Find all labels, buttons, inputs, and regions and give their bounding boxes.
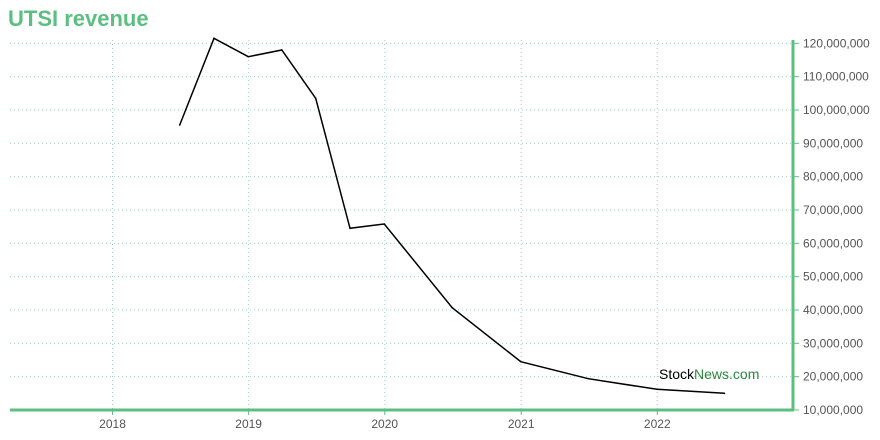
data-point: [451, 306, 454, 309]
axes: [10, 40, 799, 415]
data-point: [656, 388, 658, 391]
y-tick-label: 10,000,000: [803, 403, 863, 417]
data-point: [281, 49, 283, 51]
data-point: [587, 377, 590, 380]
data-point: [213, 37, 215, 40]
data-point: [314, 97, 317, 100]
data-point: [520, 360, 522, 363]
data-point: [247, 55, 250, 58]
tick-labels: 10,000,000 20,000,000 30,000,000 40,000,000…: [99, 36, 870, 431]
y-tick-label: 120,000,000: [803, 36, 870, 50]
data-point: [178, 124, 181, 126]
watermark-part1: Stock: [659, 366, 695, 382]
x-tick-label: 2019: [235, 417, 262, 431]
watermark-part2: News: [694, 366, 729, 382]
data-point: [723, 392, 726, 395]
y-tick-label: 80,000,000: [803, 170, 863, 184]
y-tick-label: 110,000,000: [803, 70, 869, 84]
series-layer: [178, 37, 726, 395]
series-line: [179, 37, 725, 395]
grid: [10, 40, 793, 411]
watermark: StockNews.com: [659, 366, 759, 382]
y-tick-label: 100,000,000: [803, 103, 870, 117]
x-tick-label: 2022: [644, 417, 671, 431]
x-tick-label: 2020: [371, 417, 398, 431]
x-tick-label: 2021: [508, 417, 535, 431]
y-tick-label: 50,000,000: [803, 270, 863, 284]
y-tick-label: 70,000,000: [803, 203, 863, 217]
data-point: [349, 227, 351, 230]
chart-title: UTSI revenue: [8, 6, 149, 31]
watermark-part3: .com: [729, 366, 759, 382]
x-tick-label: 2018: [99, 417, 126, 431]
y-tick-label: 20,000,000: [803, 370, 863, 384]
y-tick-label: 30,000,000: [803, 336, 863, 350]
y-tick-label: 60,000,000: [803, 236, 863, 250]
data-point: [383, 223, 386, 225]
y-tick-label: 90,000,000: [803, 136, 863, 150]
y-tick-label: 40,000,000: [803, 303, 863, 317]
